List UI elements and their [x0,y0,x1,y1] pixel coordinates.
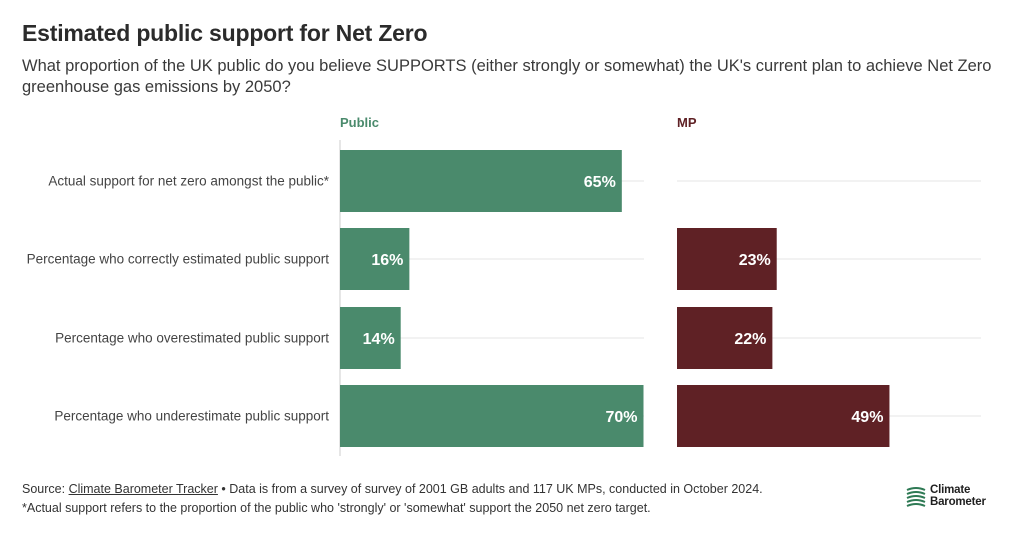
data-label-public-1: 16% [371,252,403,269]
bar-mp-1 [677,228,777,290]
data-label-mp-1: 23% [739,252,771,269]
data-label-public-3: 70% [605,409,637,426]
panel-title-mp: MP [677,115,697,130]
climate-barometer-logo-icon [906,487,926,507]
source-line: Source: Climate Barometer Tracker • Data… [22,482,763,496]
logo-text-line2: Barometer [930,495,986,508]
row-label: Percentage who underestimate public supp… [54,408,329,424]
bar-public-1 [340,228,410,290]
bar-public-2 [340,307,401,369]
source-link[interactable]: Climate Barometer Tracker [68,482,218,496]
data-label-public-2: 14% [363,331,395,348]
data-label-mp-2: 22% [734,331,766,348]
source-description: • Data is from a survey of survey of 200… [217,482,763,496]
logo-text: Climate Barometer [930,484,986,508]
panel-title-public: Public [340,115,380,130]
bar-mp-3 [677,385,890,447]
climate-barometer-logo: Climate Barometer [906,484,1006,511]
source-prefix: Source: [22,482,69,496]
row-label: Percentage who overestimated public supp… [55,330,329,346]
chart-title: Estimated public support for Net Zero [22,20,428,46]
data-label-public-0: 65% [584,174,616,191]
logo-text-line1: Climate [930,484,971,496]
chart-subtitle: What proportion of the UK public do you … [22,57,992,96]
row-label: Percentage who correctly estimated publi… [26,251,329,267]
bar-mp-2 [677,307,773,369]
row-label: Actual support for net zero amongst the … [48,173,329,189]
bar-public-3 [340,385,644,447]
footnote: *Actual support refers to the proportion… [22,501,651,515]
bar-public-0 [340,150,622,212]
data-label-mp-3: 49% [851,409,883,426]
